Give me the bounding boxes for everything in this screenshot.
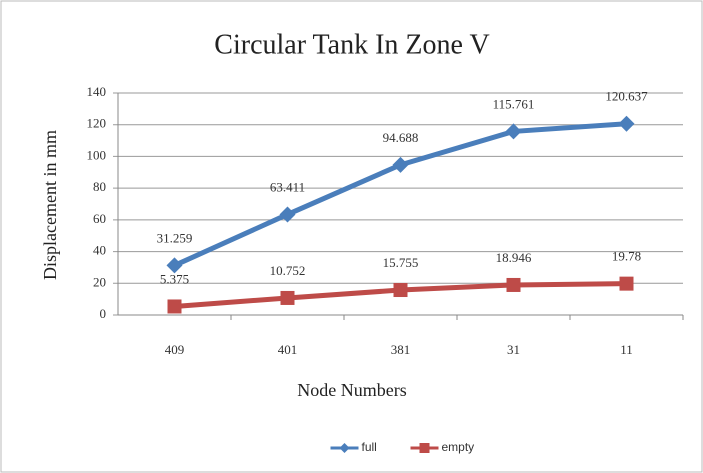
data-label: 19.78: [612, 249, 641, 264]
data-label: 63.411: [270, 179, 305, 194]
data-label: 18.946: [496, 250, 532, 265]
y-tick-label: 40: [93, 243, 106, 258]
marker: [619, 276, 634, 291]
marker: [506, 277, 521, 292]
y-axis-title: Displacement in mm: [40, 130, 60, 280]
data-label: 120.637: [605, 89, 648, 104]
x-tick-label: 31: [507, 342, 520, 357]
marker: [280, 290, 295, 305]
data-label: 5.375: [160, 271, 189, 286]
data-label: 10.752: [270, 263, 306, 278]
x-tick-label: 401: [278, 342, 298, 357]
x-tick-label: 409: [165, 342, 185, 357]
marker: [392, 156, 409, 173]
marker: [166, 257, 183, 274]
data-label: 31.259: [157, 230, 193, 245]
y-tick-label: 0: [100, 306, 107, 321]
y-tick-label: 100: [87, 147, 107, 162]
y-tick-label: 60: [93, 211, 106, 226]
x-axis-title: Node Numbers: [297, 380, 406, 400]
y-tick-label: 140: [87, 84, 107, 99]
x-tick-label: 11: [620, 342, 633, 357]
y-tick-label: 120: [87, 116, 107, 131]
marker: [618, 115, 635, 132]
marker: [393, 283, 408, 298]
chart-title: Circular Tank In Zone V: [214, 29, 489, 60]
data-label: 115.761: [493, 96, 535, 111]
legend-marker: [339, 443, 350, 453]
marker: [505, 123, 522, 140]
y-tick-label: 80: [93, 179, 106, 194]
marker: [279, 206, 296, 223]
legend-label: empty: [442, 440, 475, 454]
data-label: 94.688: [383, 130, 419, 145]
legend-marker: [419, 443, 430, 453]
legend-label: full: [362, 440, 377, 454]
marker: [167, 299, 182, 314]
data-label: 15.755: [383, 255, 419, 270]
x-tick-label: 381: [391, 342, 411, 357]
y-tick-label: 20: [93, 274, 106, 289]
